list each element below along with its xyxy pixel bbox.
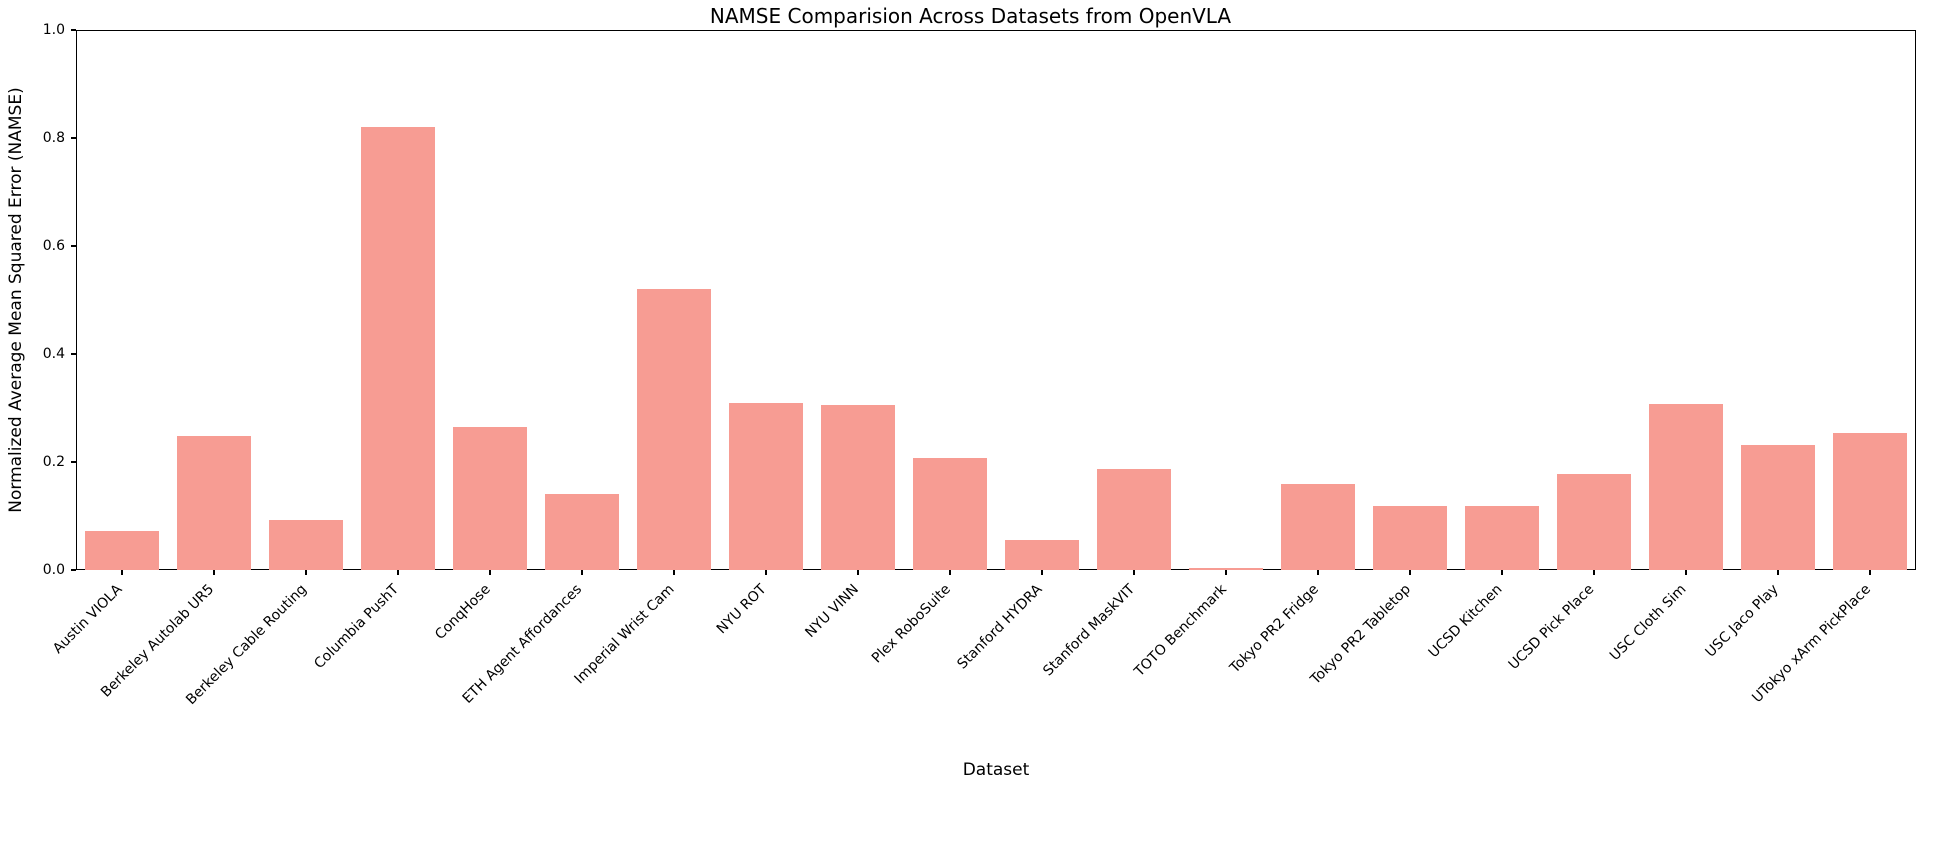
x-tick xyxy=(1225,570,1226,575)
bar xyxy=(637,289,711,570)
y-tick xyxy=(71,353,76,354)
x-tick-label: ConqHose xyxy=(432,581,494,643)
y-tick-label: 1.0 xyxy=(29,22,65,38)
x-tick xyxy=(1685,570,1686,575)
bar xyxy=(1833,433,1907,570)
plot-area: 0.00.20.40.60.81.0Austin VIOLABerkeley A… xyxy=(76,30,1916,570)
bar xyxy=(1005,540,1079,570)
x-tick xyxy=(121,570,122,575)
axis-spine xyxy=(1915,30,1916,570)
x-tick-label: UCSD Pick Place xyxy=(1506,581,1598,673)
x-tick-label: TOTO Benchmark xyxy=(1131,581,1230,680)
x-tick xyxy=(1133,570,1134,575)
figure: NAMSE Comparision Across Datasets from O… xyxy=(0,0,1941,851)
x-tick xyxy=(949,570,950,575)
axis-spine xyxy=(76,30,1916,31)
x-tick xyxy=(213,570,214,575)
x-tick-label: USC Jaco Play xyxy=(1702,581,1781,660)
x-tick-label: Plex RoboSuite xyxy=(869,581,954,666)
bar xyxy=(821,405,895,570)
x-axis-label: Dataset xyxy=(76,760,1916,780)
x-tick xyxy=(673,570,674,575)
x-tick-label: Tokyo PR2 Tabletop xyxy=(1307,581,1413,687)
x-tick-label: Austin VIOLA xyxy=(50,581,126,657)
x-tick xyxy=(1409,570,1410,575)
bar xyxy=(453,427,527,570)
x-tick-label: Columbia PushT xyxy=(311,581,402,672)
chart-title: NAMSE Comparision Across Datasets from O… xyxy=(0,4,1941,28)
bar xyxy=(1649,404,1723,570)
x-tick-label: USC Cloth Sim xyxy=(1607,581,1690,664)
x-tick xyxy=(1041,570,1042,575)
x-tick xyxy=(305,570,306,575)
y-tick xyxy=(71,461,76,462)
bar xyxy=(1097,469,1171,570)
bar xyxy=(1465,506,1539,570)
x-tick xyxy=(765,570,766,575)
bar xyxy=(269,520,343,570)
y-tick-label: 0.6 xyxy=(29,238,65,254)
y-tick-label: 0.8 xyxy=(29,130,65,146)
x-tick-label: Stanford HYDRA xyxy=(955,581,1046,672)
y-tick-label: 0.2 xyxy=(29,454,65,470)
y-tick xyxy=(71,29,76,30)
bar xyxy=(177,436,251,570)
x-tick-label: NYU ROT xyxy=(714,581,770,637)
bar xyxy=(85,531,159,570)
bar xyxy=(1373,506,1447,570)
y-tick xyxy=(71,245,76,246)
bar xyxy=(729,403,803,570)
x-tick xyxy=(1501,570,1502,575)
y-tick-label: 0.4 xyxy=(29,346,65,362)
y-tick-label: 0.0 xyxy=(29,562,65,578)
x-tick xyxy=(1593,570,1594,575)
x-tick xyxy=(397,570,398,575)
x-tick xyxy=(1317,570,1318,575)
x-tick xyxy=(489,570,490,575)
bar xyxy=(1741,445,1815,570)
y-axis-label: Normalized Average Mean Squared Error (N… xyxy=(6,87,26,512)
x-tick xyxy=(1777,570,1778,575)
bar xyxy=(1281,484,1355,570)
x-tick-label: Stanford MaskVIT xyxy=(1040,581,1138,679)
bar xyxy=(1557,474,1631,570)
x-tick xyxy=(581,570,582,575)
y-tick xyxy=(71,137,76,138)
x-tick-label: Imperial Wrist Cam xyxy=(572,581,678,687)
x-tick xyxy=(857,570,858,575)
bar xyxy=(361,127,435,570)
x-tick-label: NYU VINN xyxy=(802,581,862,641)
bar xyxy=(913,458,987,570)
x-tick-label: Tokyo PR2 Fridge xyxy=(1227,581,1322,676)
x-tick xyxy=(1869,570,1870,575)
bar xyxy=(545,494,619,570)
x-tick-label: UCSD Kitchen xyxy=(1426,581,1506,661)
axis-spine xyxy=(76,30,77,570)
y-tick xyxy=(71,569,76,570)
axis-spine xyxy=(76,569,1916,570)
